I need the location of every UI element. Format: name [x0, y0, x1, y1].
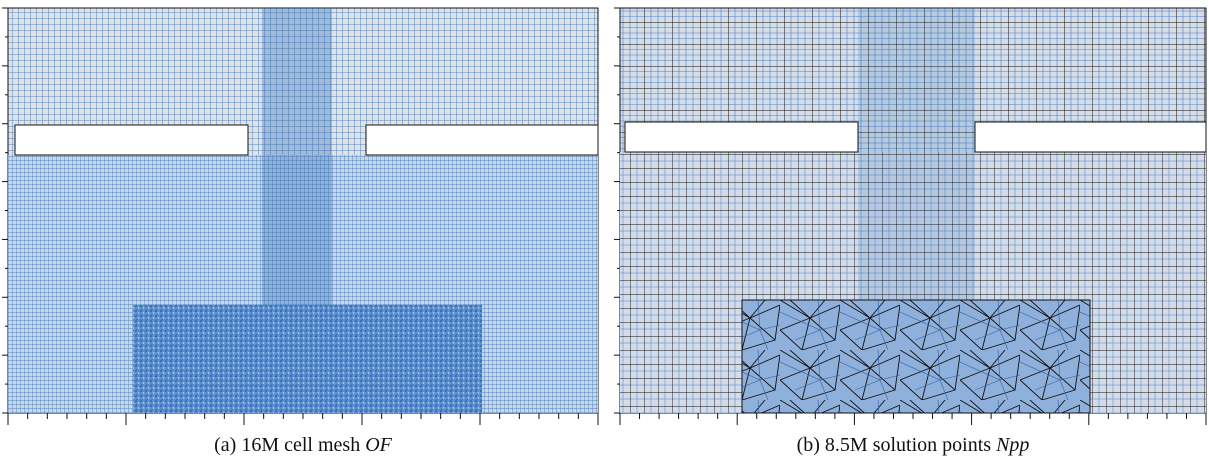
page: {"figure": {"panels": [ {"label": "(a)",…	[0, 0, 1209, 473]
mesh-block	[133, 305, 482, 413]
panel-label: (a)	[214, 434, 236, 456]
caption-a: (a) 16M cell mesh OF	[3, 434, 603, 457]
method-name: OF	[365, 434, 392, 456]
caption-text: 8.5M solution points	[825, 434, 991, 456]
mesh-refinement	[858, 8, 975, 300]
slot	[975, 122, 1206, 152]
caption-b: (b) 8.5M solution points Npp	[613, 434, 1209, 457]
mesh-panel-b	[620, 8, 1206, 413]
figure	[0, 0, 1209, 430]
slot	[366, 125, 598, 155]
mesh-block	[742, 300, 1090, 413]
caption-text: 16M cell mesh	[241, 434, 360, 456]
panel-label: (b)	[797, 434, 820, 456]
mesh-panel-a	[8, 8, 598, 413]
slot	[15, 125, 248, 155]
slot	[625, 122, 858, 152]
method-name: Npp	[996, 434, 1029, 456]
mesh-refinement	[262, 8, 332, 305]
